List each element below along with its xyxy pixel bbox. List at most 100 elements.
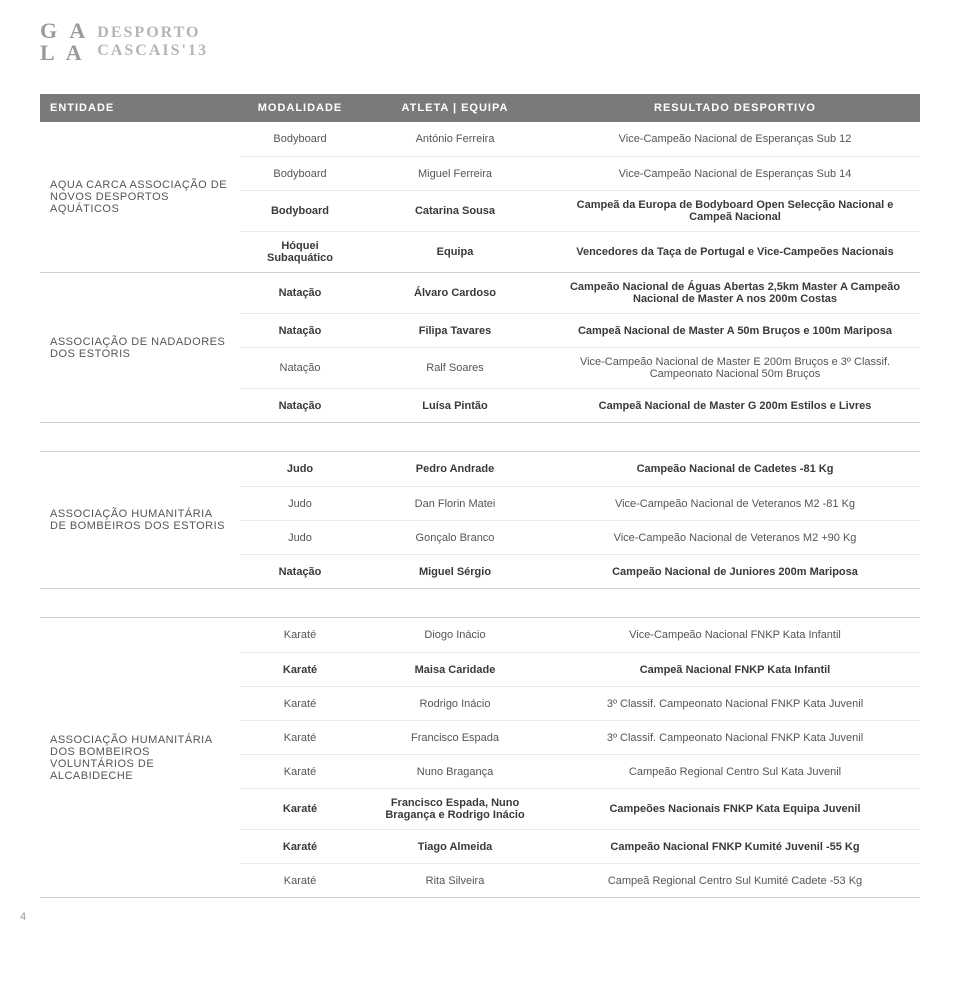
cell-resultado: Vice-Campeão Nacional de Veteranos M2 -8…: [550, 487, 920, 520]
table-row: JudoGonçalo BrancoVice-Campeão Nacional …: [240, 520, 920, 554]
logo-ga: G A: [40, 20, 89, 42]
cell-modalidade: Natação: [240, 389, 360, 422]
entity-name: AQUA CARCA ASSOCIAÇÃO DE NOVOS DESPORTOS…: [40, 122, 240, 272]
logo-cascais: CASCAIS'13: [97, 42, 208, 60]
cell-modalidade: Karaté: [240, 830, 360, 863]
cell-resultado: Vice-Campeão Nacional de Esperanças Sub …: [550, 157, 920, 190]
cell-resultado: Campeã da Europa de Bodyboard Open Selec…: [550, 191, 920, 231]
logo-text: DESPORTO CASCAIS'13: [97, 24, 208, 59]
table-row: NataçãoRalf SoaresVice-Campeão Nacional …: [240, 347, 920, 388]
table-row: KaratéTiago AlmeidaCampeão Nacional FNKP…: [240, 829, 920, 863]
header-entidade: ENTIDADE: [40, 94, 240, 122]
cell-modalidade: Bodyboard: [240, 157, 360, 190]
cell-modalidade: Karaté: [240, 755, 360, 788]
header-modalidade: MODALIDADE: [240, 94, 360, 122]
cell-resultado: Campeã Nacional de Master A 50m Bruços e…: [550, 314, 920, 347]
table-header: ENTIDADE MODALIDADE ATLETA | EQUIPA RESU…: [40, 94, 920, 122]
logo-la: L A: [40, 42, 89, 64]
cell-atleta: Álvaro Cardoso: [360, 273, 550, 313]
cell-resultado: Campeã Nacional FNKP Kata Infantil: [550, 653, 920, 686]
entity-name: ASSOCIAÇÃO HUMANITÁRIA DOS BOMBEIROS VOL…: [40, 618, 240, 897]
table-row: NataçãoÁlvaro CardosoCampeão Nacional de…: [240, 273, 920, 313]
header-atleta: ATLETA | EQUIPA: [360, 94, 550, 122]
header-resultado: RESULTADO DESPORTIVO: [550, 94, 920, 122]
cell-atleta: Luísa Pintão: [360, 389, 550, 422]
table-row: NataçãoFilipa TavaresCampeã Nacional de …: [240, 313, 920, 347]
cell-modalidade: Bodyboard: [240, 191, 360, 231]
entity-name: ASSOCIAÇÃO HUMANITÁRIA DE BOMBEIROS DOS …: [40, 452, 240, 588]
table-row: JudoDan Florin MateiVice-Campeão Naciona…: [240, 486, 920, 520]
table-row: KaratéDiogo InácioVice-Campeão Nacional …: [240, 618, 920, 652]
cell-modalidade: Natação: [240, 273, 360, 313]
cell-modalidade: Judo: [240, 487, 360, 520]
table-row: BodyboardAntónio FerreiraVice-Campeão Na…: [240, 122, 920, 156]
cell-modalidade: Karaté: [240, 721, 360, 754]
cell-resultado: Campeão Nacional FNKP Kumité Juvenil -55…: [550, 830, 920, 863]
table-row: BodyboardCatarina SousaCampeã da Europa …: [240, 190, 920, 231]
cell-resultado: Campeões Nacionais FNKP Kata Equipa Juve…: [550, 789, 920, 829]
table-row: KaratéRodrigo Inácio3º Classif. Campeona…: [240, 686, 920, 720]
entity-section: AQUA CARCA ASSOCIAÇÃO DE NOVOS DESPORTOS…: [40, 122, 920, 273]
cell-modalidade: Karaté: [240, 864, 360, 897]
cell-modalidade: Judo: [240, 452, 360, 486]
cell-modalidade: Karaté: [240, 687, 360, 720]
entity-rows: BodyboardAntónio FerreiraVice-Campeão Na…: [240, 122, 920, 272]
cell-atleta: Maisa Caridade: [360, 653, 550, 686]
page-number: 4: [20, 911, 26, 923]
event-logo: G A L A DESPORTO CASCAIS'13: [40, 20, 920, 64]
cell-modalidade: Hóquei Subaquático: [240, 232, 360, 272]
cell-modalidade: Natação: [240, 348, 360, 388]
cell-atleta: Francisco Espada: [360, 721, 550, 754]
entity-name: ASSOCIAÇÃO DE NADADORES DOS ESTORIS: [40, 273, 240, 422]
table-row: KaratéFrancisco Espada, Nuno Bragança e …: [240, 788, 920, 829]
cell-resultado: Vice-Campeão Nacional de Master E 200m B…: [550, 348, 920, 388]
cell-atleta: António Ferreira: [360, 122, 550, 156]
table-row: NataçãoMiguel SérgioCampeão Nacional de …: [240, 554, 920, 588]
cell-resultado: Campeão Nacional de Águas Abertas 2,5km …: [550, 273, 920, 313]
entity-rows: KaratéDiogo InácioVice-Campeão Nacional …: [240, 618, 920, 897]
table-row: NataçãoLuísa PintãoCampeã Nacional de Ma…: [240, 388, 920, 422]
cell-modalidade: Karaté: [240, 618, 360, 652]
cell-resultado: Campeão Regional Centro Sul Kata Juvenil: [550, 755, 920, 788]
cell-atleta: Rita Silveira: [360, 864, 550, 897]
cell-atleta: Tiago Almeida: [360, 830, 550, 863]
cell-resultado: Vice-Campeão Nacional FNKP Kata Infantil: [550, 618, 920, 652]
cell-atleta: Francisco Espada, Nuno Bragança e Rodrig…: [360, 789, 550, 829]
cell-resultado: Vice-Campeão Nacional de Veteranos M2 +9…: [550, 521, 920, 554]
cell-atleta: Nuno Bragança: [360, 755, 550, 788]
table-body: AQUA CARCA ASSOCIAÇÃO DE NOVOS DESPORTOS…: [40, 122, 920, 898]
cell-modalidade: Bodyboard: [240, 122, 360, 156]
table-row: BodyboardMiguel FerreiraVice-Campeão Nac…: [240, 156, 920, 190]
entity-section: ASSOCIAÇÃO HUMANITÁRIA DOS BOMBEIROS VOL…: [40, 617, 920, 898]
cell-atleta: Catarina Sousa: [360, 191, 550, 231]
cell-atleta: Miguel Sérgio: [360, 555, 550, 588]
table-row: JudoPedro AndradeCampeão Nacional de Cad…: [240, 452, 920, 486]
entity-rows: NataçãoÁlvaro CardosoCampeão Nacional de…: [240, 273, 920, 422]
cell-resultado: Campeão Nacional de Cadetes -81 Kg: [550, 452, 920, 486]
cell-resultado: Campeã Nacional de Master G 200m Estilos…: [550, 389, 920, 422]
cell-atleta: Equipa: [360, 232, 550, 272]
cell-atleta: Gonçalo Branco: [360, 521, 550, 554]
entity-section: ASSOCIAÇÃO HUMANITÁRIA DE BOMBEIROS DOS …: [40, 451, 920, 589]
cell-resultado: Vice-Campeão Nacional de Esperanças Sub …: [550, 122, 920, 156]
table-row: KaratéRita SilveiraCampeã Regional Centr…: [240, 863, 920, 897]
cell-atleta: Pedro Andrade: [360, 452, 550, 486]
logo-desporto: DESPORTO: [97, 24, 208, 42]
cell-atleta: Ralf Soares: [360, 348, 550, 388]
cell-resultado: 3º Classif. Campeonato Nacional FNKP Kat…: [550, 687, 920, 720]
entity-section: ASSOCIAÇÃO DE NADADORES DOS ESTORISNataç…: [40, 273, 920, 423]
cell-modalidade: Karaté: [240, 653, 360, 686]
cell-modalidade: Karaté: [240, 789, 360, 829]
table-row: KaratéMaisa CaridadeCampeã Nacional FNKP…: [240, 652, 920, 686]
cell-modalidade: Natação: [240, 314, 360, 347]
table-row: KaratéFrancisco Espada3º Classif. Campeo…: [240, 720, 920, 754]
entity-rows: JudoPedro AndradeCampeão Nacional de Cad…: [240, 452, 920, 588]
cell-resultado: Campeã Regional Centro Sul Kumité Cadete…: [550, 864, 920, 897]
table-row: Hóquei SubaquáticoEquipaVencedores da Ta…: [240, 231, 920, 272]
cell-atleta: Filipa Tavares: [360, 314, 550, 347]
table-row: KaratéNuno BragançaCampeão Regional Cent…: [240, 754, 920, 788]
cell-atleta: Dan Florin Matei: [360, 487, 550, 520]
cell-modalidade: Judo: [240, 521, 360, 554]
cell-atleta: Diogo Inácio: [360, 618, 550, 652]
cell-modalidade: Natação: [240, 555, 360, 588]
